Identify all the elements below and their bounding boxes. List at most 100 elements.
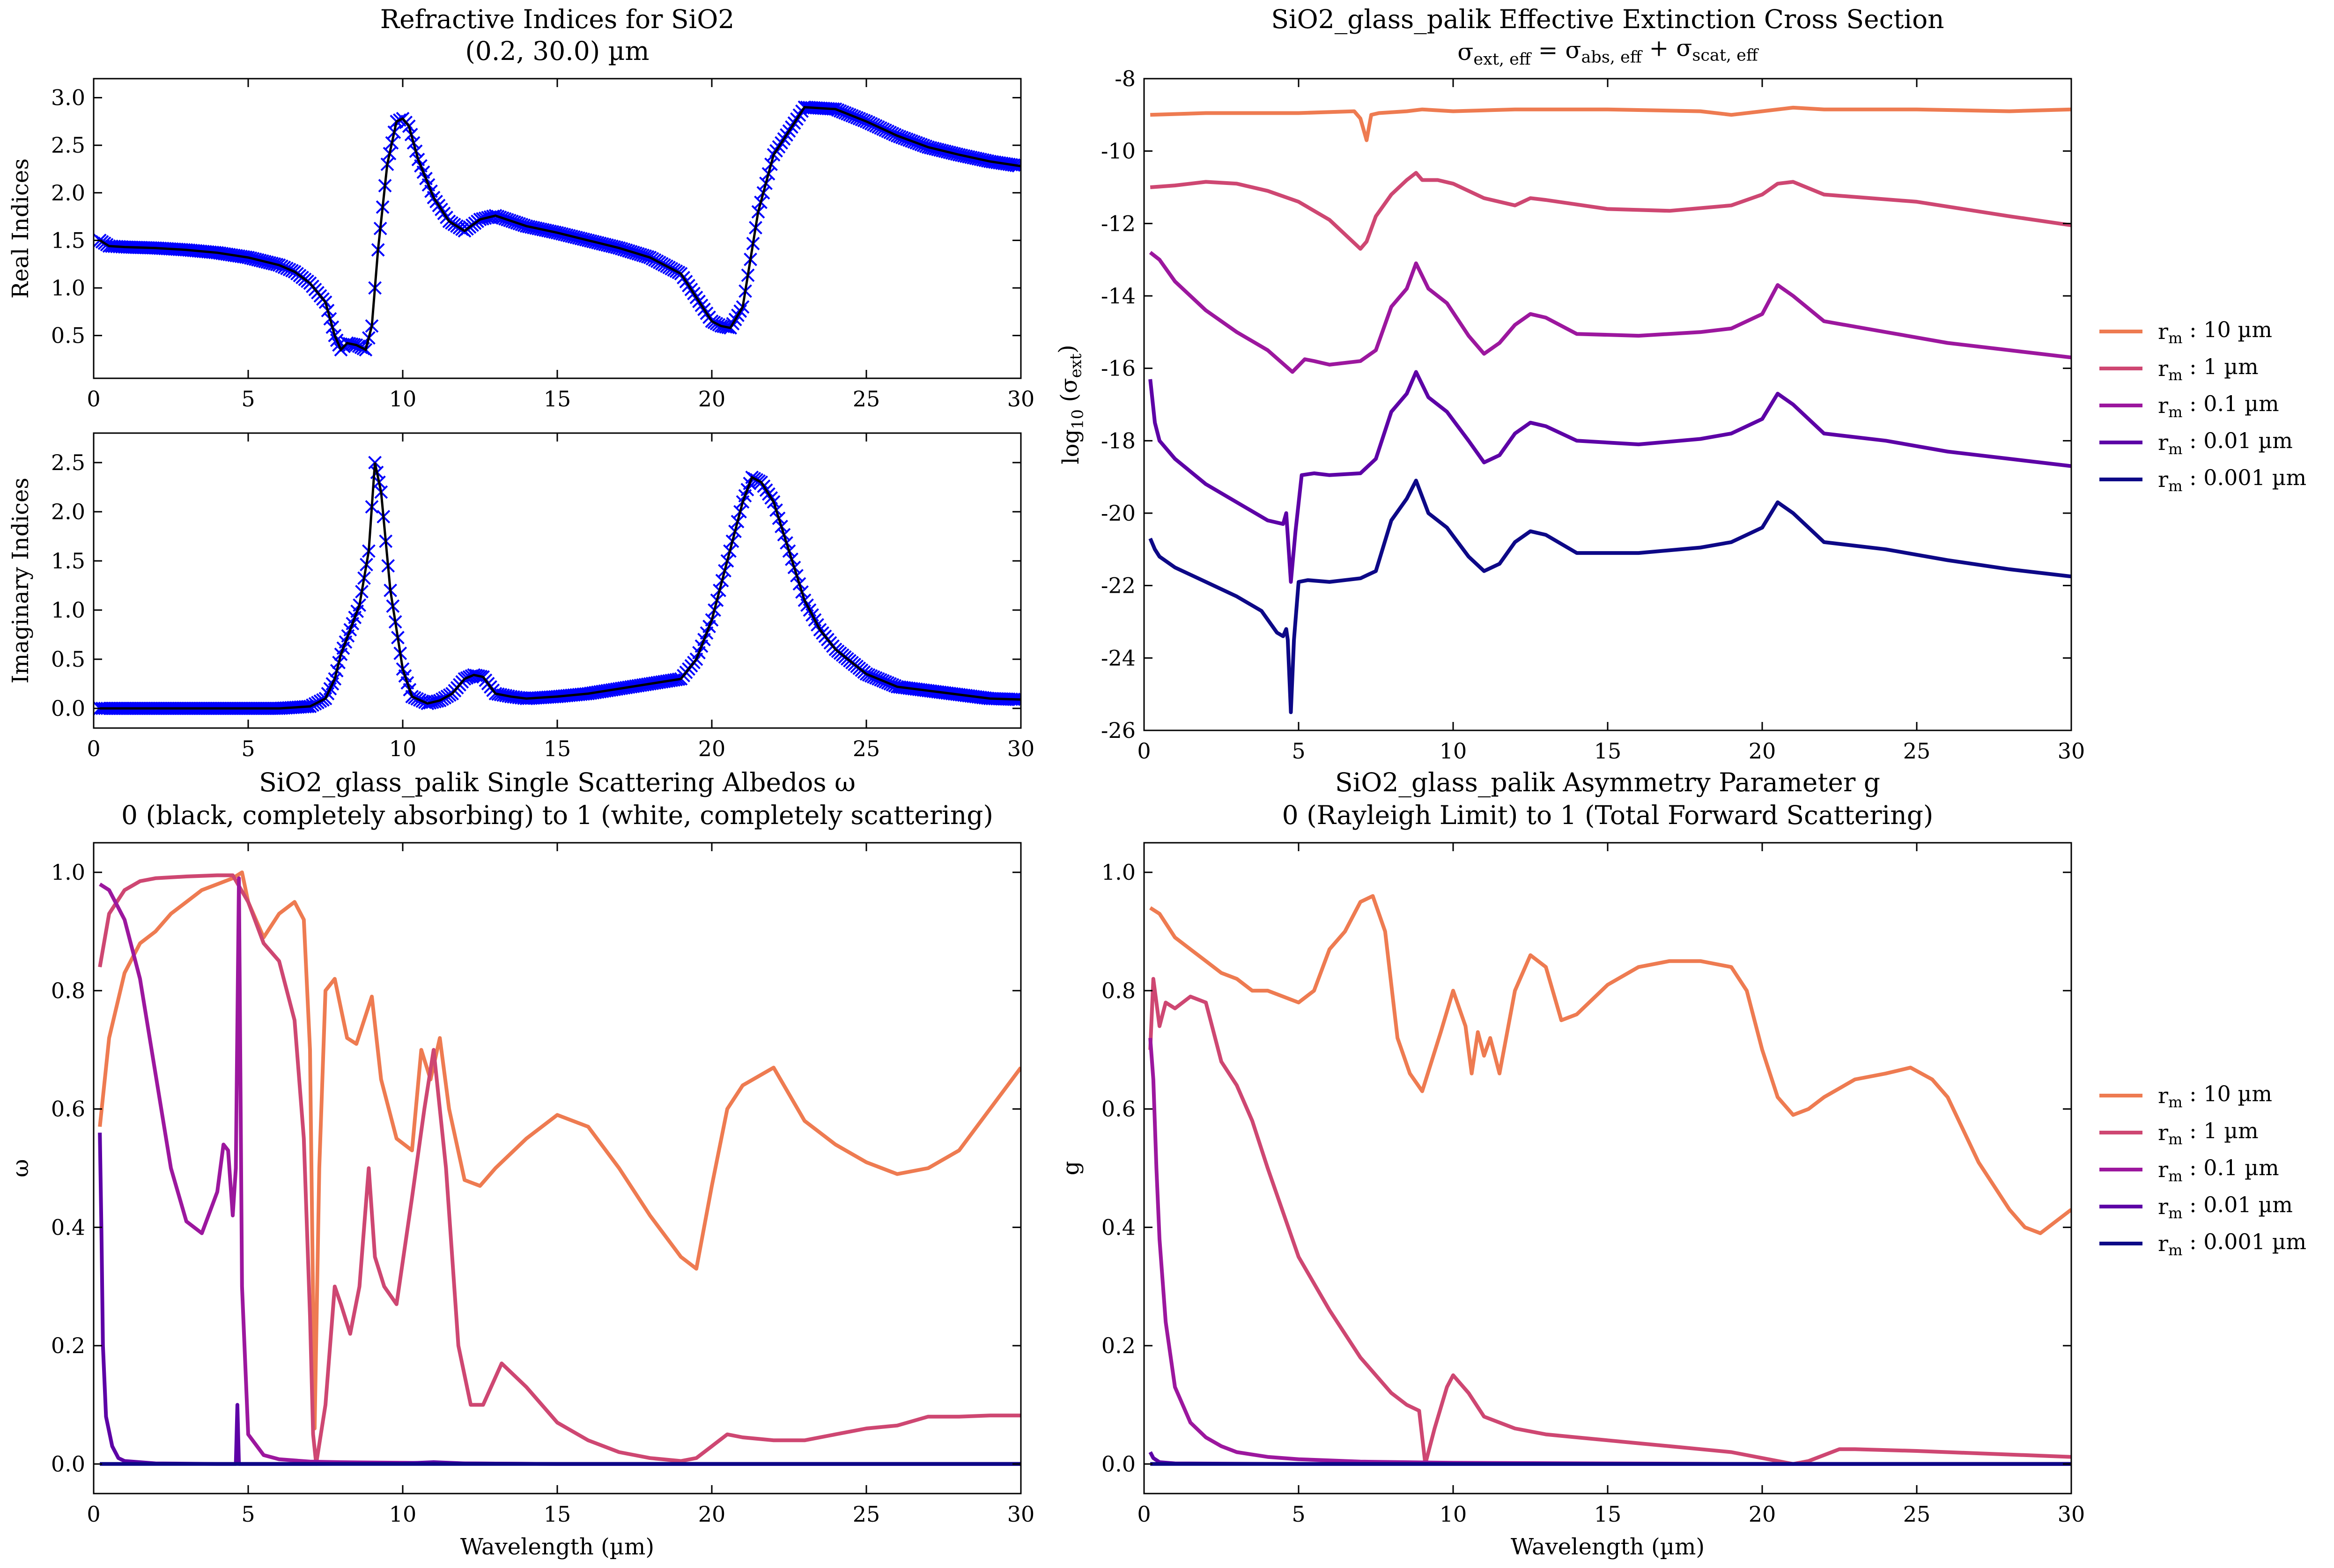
y-tick-label: 0.6 [51, 1097, 85, 1122]
x-tick-label: 25 [853, 736, 880, 761]
legend-label: rm : 0.1 µm [2158, 391, 2279, 421]
x-tick-label: 30 [1007, 386, 1035, 412]
plot-area [1148, 894, 2071, 1466]
y-tick-label: 0.8 [51, 978, 85, 1003]
x-axis-label: Wavelength (µm) [460, 1534, 654, 1560]
x-tick-label: 5 [1292, 1502, 1305, 1527]
y-tick-label: 2.0 [51, 180, 85, 206]
y-tick-label: 0.5 [51, 323, 85, 348]
y-tick-label: -10 [1101, 139, 1136, 164]
y-tick-label: -16 [1101, 356, 1136, 381]
y-tick-label: -18 [1101, 428, 1136, 453]
x-tick-label: 25 [1903, 738, 1931, 764]
panel-imag: 0 5 10 15 20 25 30 0.0 0.5 1.0 1.5 2.0 2.5 Imaginary … [7, 432, 1035, 761]
legend-label: rm : 10 µm [2158, 317, 2272, 347]
x-tick-label: 15 [1594, 1502, 1622, 1527]
x-tick-label: 25 [853, 386, 880, 412]
x-tick-label: 20 [698, 736, 726, 761]
series-line-r1 [98, 873, 1021, 1466]
x-tick-label: 0 [1137, 738, 1151, 764]
plot-area [98, 870, 1021, 1466]
chart-title: Refractive Indices for SiO2 [380, 4, 735, 34]
y-tick-label: 1.0 [51, 597, 85, 623]
x-tick-label: 25 [853, 1502, 880, 1527]
y-axis-label: ω [7, 1159, 34, 1177]
y-tick-label: 0.0 [1101, 1451, 1136, 1477]
legend-label: rm : 1 µm [2158, 1118, 2259, 1148]
chart-subtitle: 0 (Rayleigh Limit) to 1 (Total Forward S… [1282, 800, 1934, 830]
y-tick-label: -12 [1101, 211, 1136, 236]
y-tick-label: 1.5 [51, 228, 85, 253]
series-line-r01 [1149, 251, 2071, 374]
legend-label: rm : 0.01 µm [2158, 1192, 2293, 1222]
x-tick-label: 10 [389, 736, 417, 761]
x-tick-label: 30 [2058, 738, 2085, 764]
x-tick-label: 15 [544, 1502, 571, 1527]
y-tick-label: -26 [1101, 718, 1136, 743]
y-tick-label: -24 [1101, 645, 1136, 670]
legend-label: rm : 1 µm [2158, 354, 2259, 384]
x-tick-label: 10 [389, 1502, 417, 1527]
panel-ext: SiO2_glass_palik Effective Extinction Cr… [1054, 4, 2306, 764]
x-tick-label: 0 [87, 1502, 100, 1527]
chart-title: SiO2_glass_palik Asymmetry Parameter g [1335, 767, 1880, 797]
x-tick-label: 0 [1137, 1502, 1151, 1527]
x-tick-label: 5 [241, 736, 255, 761]
series-line [100, 462, 1021, 710]
plot-area [94, 456, 1021, 715]
x-tick-label: 5 [241, 386, 255, 412]
y-axis-label: Imaginary Indices [7, 478, 34, 684]
y-axis-label: Real Indices [7, 158, 34, 299]
x-tick-label: 15 [544, 736, 571, 761]
y-tick-label: 1.5 [51, 548, 85, 574]
y-tick-label: -20 [1101, 501, 1136, 526]
y-tick-label: 0.5 [51, 647, 85, 672]
series-line-r10 [1150, 105, 2071, 142]
x-tick-label: 5 [241, 1502, 255, 1527]
y-tick-label: 0.8 [1101, 978, 1136, 1003]
y-tick-label: 1.0 [51, 860, 85, 885]
x-tick-label: 10 [389, 386, 417, 412]
legend-label: rm : 0.01 µm [2158, 428, 2293, 458]
legend: rm : 10 µm rm : 1 µm rm : 0.1 µm rm : 0.01 … [2099, 317, 2306, 495]
x-tick-label: 20 [1749, 738, 1776, 764]
x-tick-label: 15 [544, 386, 571, 412]
panel-albedo: SiO2_glass_palik Single Scattering Albed… [7, 767, 1034, 1560]
y-tick-label: 0.2 [51, 1333, 85, 1358]
x-tick-label: 20 [1749, 1502, 1776, 1527]
chart-title: SiO2_glass_palik Single Scattering Albed… [259, 767, 856, 797]
plot-area [94, 100, 1021, 357]
x-tick-label: 25 [1903, 1502, 1931, 1527]
y-tick-label: 0.4 [1101, 1215, 1136, 1240]
x-tick-label: 0 [87, 386, 100, 412]
series-line [99, 106, 1021, 352]
y-tick-label: 1.0 [51, 275, 85, 301]
x-tick-label: 0 [87, 736, 100, 761]
y-tick-label: 0.6 [1101, 1097, 1136, 1122]
y-tick-label: 2.5 [51, 450, 85, 475]
series-line-r10 [98, 870, 1021, 1430]
y-tick-label: 3.0 [51, 85, 85, 110]
panel-asym: SiO2_glass_palik Asymmetry Parameter g0 … [1058, 767, 2306, 1560]
y-tick-label: 1.0 [1101, 860, 1136, 885]
series-line-r0001 [1148, 478, 2071, 714]
legend-label: rm : 0.001 µm [2158, 465, 2306, 495]
x-axis-label: Wavelength (µm) [1511, 1534, 1705, 1560]
chart-title: SiO2_glass_palik Effective Extinction Cr… [1271, 4, 1944, 34]
legend-label: rm : 0.001 µm [2158, 1229, 2306, 1259]
x-tick-label: 30 [2058, 1502, 2085, 1527]
chart-subtitle: σext, eff = σabs, eff + σscat, eff [1457, 35, 1759, 69]
chart-subtitle: (0.2, 30.0) µm [465, 36, 649, 66]
y-tick-label: -22 [1101, 573, 1136, 598]
x-tick-label: 30 [1007, 736, 1035, 761]
chart-subtitle: 0 (black, completely absorbing) to 1 (wh… [121, 800, 993, 830]
x-tick-label: 10 [1440, 1502, 1467, 1527]
y-tick-label: 2.0 [51, 499, 85, 524]
series-line-r1 [1150, 171, 2071, 251]
y-tick-label: 0.2 [1101, 1333, 1136, 1358]
series-line-r10 [1149, 894, 2071, 1235]
plot-area [1148, 105, 2071, 714]
panel-real: Refractive Indices for SiO2(0.2, 30.0) µ… [7, 4, 1034, 412]
legend-label: rm : 0.1 µm [2158, 1155, 2279, 1185]
y-tick-label: -8 [1115, 66, 1136, 91]
